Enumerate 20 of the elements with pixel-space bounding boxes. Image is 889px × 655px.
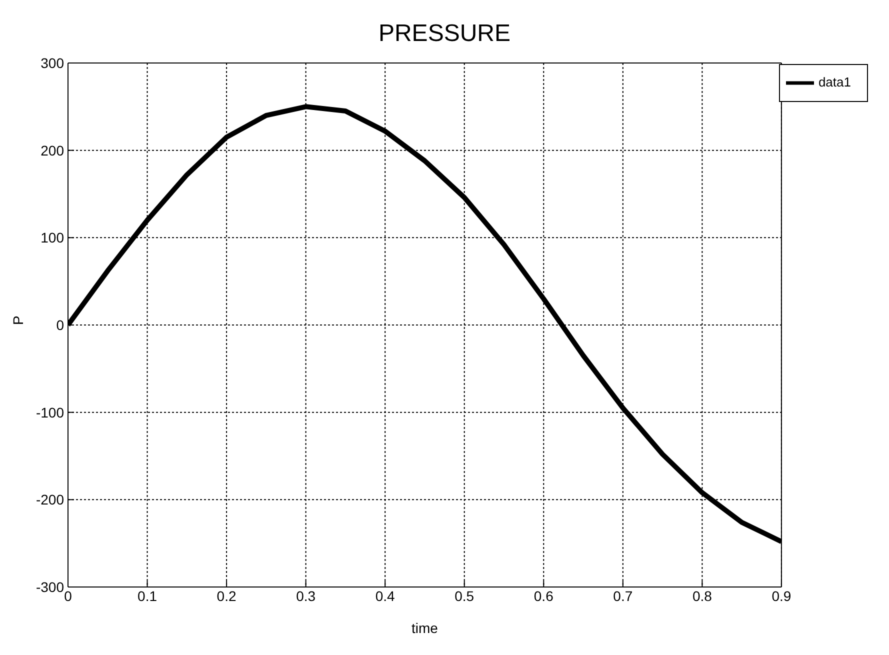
x-tick-label: 0.5	[454, 588, 474, 604]
x-tick-label: 0.7	[613, 588, 633, 604]
x-tick-label: 0.3	[296, 588, 316, 604]
y-tick-label: 200	[40, 142, 64, 158]
y-tick-label: -200	[36, 492, 64, 508]
y-axis-title: P	[10, 316, 26, 325]
y-tick-label: 100	[40, 230, 64, 246]
x-tick-label: 0.1	[138, 588, 158, 604]
chart-title: PRESSURE	[377, 20, 512, 48]
x-tick-label: 0.8	[692, 588, 712, 604]
y-tick-label: 0	[56, 316, 64, 333]
legend-label: data1	[818, 74, 851, 90]
x-axis-title: time	[412, 620, 438, 636]
x-tick-label: 0.9	[772, 588, 792, 604]
y-tick-label: -300	[36, 578, 64, 595]
x-tick-label: 0.6	[534, 588, 554, 604]
x-tick-label: 0.4	[375, 588, 396, 604]
x-tick-label: 0.2	[216, 588, 236, 604]
y-tick-label: 300	[40, 54, 64, 71]
y-tick-label: -100	[36, 404, 64, 420]
